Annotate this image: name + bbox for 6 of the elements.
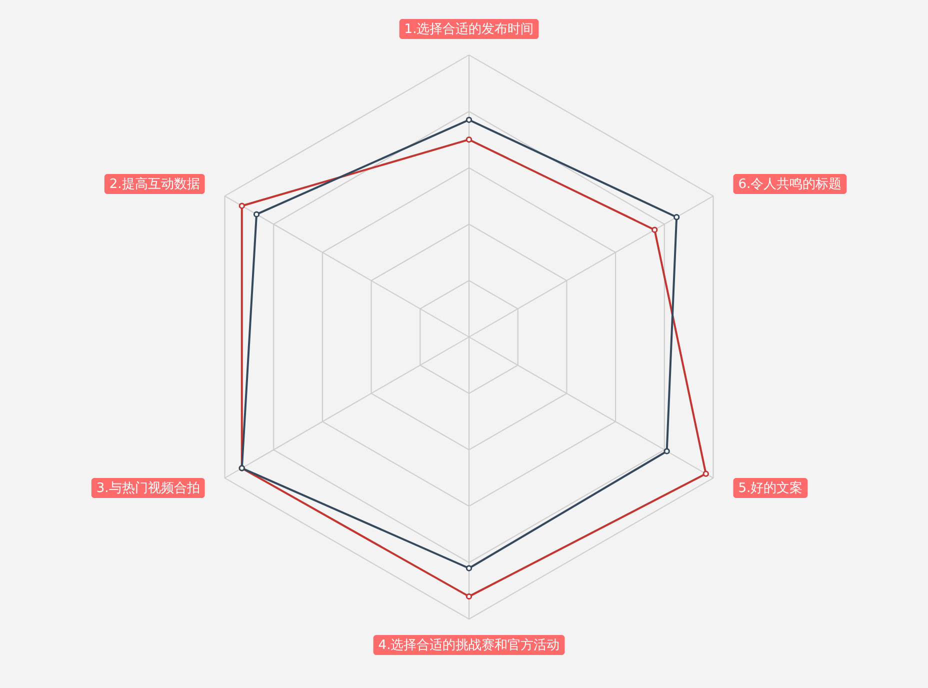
spoke-label: 3.与热门视频合拍	[96, 480, 200, 496]
spoke-label: 2.提高互动数据	[109, 176, 200, 192]
spoke-label: 1.选择合适的发布时间	[404, 22, 534, 37]
spoke-label: 5.好的文案	[738, 480, 803, 496]
spoke-label: 6.令人共鸣的标题	[738, 177, 842, 192]
spoke-label: 4.选择合适的挑战赛和官方活动	[378, 637, 560, 653]
